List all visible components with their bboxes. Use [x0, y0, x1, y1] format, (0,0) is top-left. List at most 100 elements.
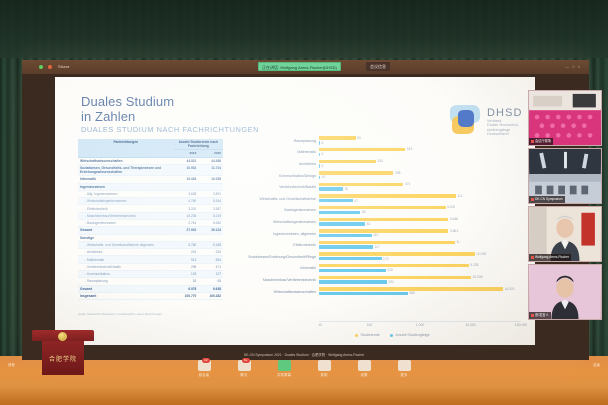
slide-title-line1: Duales Studium	[81, 94, 175, 109]
taskbar-left-status[interactable]: 静音	[8, 363, 15, 367]
chart-bar-row: Informatik 9.235 210	[233, 263, 521, 275]
chart-value-label: 298	[394, 170, 401, 175]
table-cell-year-b: 5.282	[198, 219, 223, 228]
presentation-slide: Duales Studium in Zahlen DUALES STUDIUM …	[55, 77, 535, 345]
chart-bar-gang	[319, 187, 344, 191]
table-cell-year-a: 27.902	[173, 226, 199, 235]
chart-value-label: 173	[383, 256, 389, 261]
chart-category-label: Maschinenbau/Verfahrenstechnik	[262, 277, 316, 282]
dhsd-tagline-1: Verband	[487, 119, 502, 123]
chart-value-label: 222	[388, 279, 394, 284]
table-cell-category: - Raumplanung	[78, 277, 174, 286]
toolbar-button-label: 聊天	[240, 372, 248, 377]
table-cell-year-b: 233	[198, 248, 223, 257]
table-cell-year-a: 10.334	[173, 175, 199, 184]
table-header-group: Anzahl Studierende nach Fachrichtung	[173, 139, 223, 151]
chart-bar-stud	[319, 229, 449, 233]
table-row: - Elektrotechnik 3.201 3.387	[78, 204, 223, 213]
table-cell-year-b: 65	[198, 277, 223, 286]
table-cell-year-a: 44.521	[173, 157, 199, 165]
window-button-red[interactable]	[48, 65, 52, 69]
speaker-video-graphic	[529, 207, 601, 261]
toolbar-button-record[interactable]: 录制	[311, 359, 337, 377]
chart-value-label: 3.661	[449, 228, 459, 233]
chart-legend-swatch	[355, 333, 358, 337]
video-tile-name-speaker-2: 张/发言人	[529, 312, 551, 319]
table-cell-category: - Allg. Ingenieurwesen	[78, 190, 174, 199]
chart-value-label: 82	[366, 221, 371, 226]
chart-bar-row: Wirtschaftswissenschaften 44.521 580	[233, 286, 521, 298]
share-screen-icon	[277, 359, 291, 371]
table-cell-category: - Maschinenbau/Verfahrenstechnik	[78, 212, 174, 221]
window-controls[interactable]: — □ ×	[565, 64, 581, 69]
table-row: - Verkehrstechnik/Nautik 298 471	[78, 263, 223, 271]
table-cell-year-b: 3.387	[198, 204, 223, 213]
projected-screen: Share 正在讲话: Wolfgang Arens-Fischer(DHSD)…	[22, 60, 602, 360]
podium-body	[42, 341, 84, 375]
toolbar-button-share-screen[interactable]: 共享屏幕	[271, 359, 297, 377]
chart-value-label: 110	[373, 233, 379, 238]
table-cell-category: - Architektur	[78, 248, 174, 257]
taskbar-right-status[interactable]: 结束	[593, 363, 600, 367]
chart-bar-stud	[319, 182, 404, 187]
table-row: Gesamt 6.978 6.638	[78, 284, 223, 293]
slide-subtitle: DUALES STUDIUM NACH FACHRICHTUNGEN	[81, 125, 260, 134]
meeting-info-button[interactable]: 会议信息	[366, 62, 390, 71]
table-row: - Wirtschafts- und Gesellschaftslehre al…	[78, 241, 223, 250]
chart-bar-row: Wirtschaftsingenieurwesen 3.648 82	[233, 216, 521, 228]
table-row: - Raumplanung 53 65	[78, 277, 223, 286]
chart-legend-item[interactable]: Studierende	[355, 333, 380, 337]
chart-x-tick: 10	[318, 323, 322, 327]
chart-bar-stud	[319, 171, 394, 175]
table-cell-year-b: 5.344	[198, 197, 223, 206]
chart-category-label: Sozialwesen/Erziehung/Gesundheit/Pflege	[248, 254, 316, 259]
chart-bar-group: 3.202 66	[319, 205, 521, 217]
toolbar-button-settings[interactable]: 设置	[351, 359, 377, 377]
video-tile-speaker[interactable]: Wolfgang Arens-Fischer	[528, 206, 602, 262]
table-cell-category: Ingenieurwesen	[78, 183, 174, 191]
chart-legend-swatch	[389, 333, 393, 337]
chart-bar-stud	[319, 287, 504, 291]
toolbar-button-label: 参会者	[198, 372, 210, 377]
window-button-green[interactable]	[39, 65, 43, 69]
chart-bar-stud	[319, 240, 456, 245]
conference-room-graphic	[529, 149, 601, 203]
table-cell-year-b: 12.035	[198, 175, 223, 184]
table-cell-year-a: 10.932	[173, 164, 199, 177]
chart-bar-group: 5.2.. 47	[319, 193, 521, 205]
video-tile-speaker-2[interactable]: 张/发言人	[528, 264, 602, 320]
chart-bar-group: 3.648 82	[319, 216, 521, 228]
hall-audience-graphic	[529, 91, 601, 145]
chart-value-label: 3.648	[449, 217, 459, 222]
table-cell-year-a: 298	[173, 263, 199, 271]
chart-legend-item[interactable]: Anzahl Studiengänge	[389, 333, 430, 337]
toolbar-button-participants[interactable]: 12 参会者	[191, 357, 217, 377]
table-row: Sonstige	[78, 234, 223, 242]
chart-value-label: 8	[321, 163, 324, 168]
chart-value-label: 3.202	[447, 205, 456, 210]
table-cell-category: - Bauingenieurwesen	[78, 219, 174, 228]
table-cell-category: Gesamt	[78, 284, 174, 293]
table-row: Sozialwesen, Gesundheits- und Therapiewe…	[78, 164, 223, 177]
table-cell-year-a: 3.628	[173, 190, 199, 199]
table-cell-year-a	[173, 183, 199, 191]
table-cell-year-b: 6.638	[198, 284, 223, 293]
chart-value-label: 117	[374, 244, 380, 249]
chart-bar-group: 3.661 110	[319, 228, 521, 240]
chart-bar-row: Ingenieurwesen, allgemein 3.661 110	[233, 228, 521, 240]
table-cell-category: Sonstige	[78, 234, 174, 242]
chart-bar-group: 12.039 173	[319, 251, 521, 263]
video-tile-conference-room[interactable]: DE-CN Symposium	[528, 148, 602, 204]
toolbar-button-chat[interactable]: 9+ 聊天	[231, 357, 257, 377]
chart-bar-group: 53 8	[319, 135, 521, 147]
toolbar-button-more[interactable]: 更多	[391, 359, 417, 377]
speaker-2-video-graphic	[529, 265, 601, 319]
video-tile-hall[interactable]: 会议厅现场	[528, 90, 602, 146]
video-tile-name-room: DE-CN Symposium	[529, 196, 565, 203]
table-row: - Architektur 201 233	[78, 248, 223, 257]
active-speaker-pill: 正在讲话: Wolfgang Arens-Fischer(DHSD)	[258, 62, 341, 71]
chart-value-label: 5.2..	[457, 193, 465, 198]
table-body: Wirtschaftswissenschaften 44.521 44.458 Soz…	[78, 157, 223, 301]
chart-bar-gang	[319, 222, 366, 226]
chart-category-label: Verkehrstechnik/Nautik	[279, 185, 316, 190]
